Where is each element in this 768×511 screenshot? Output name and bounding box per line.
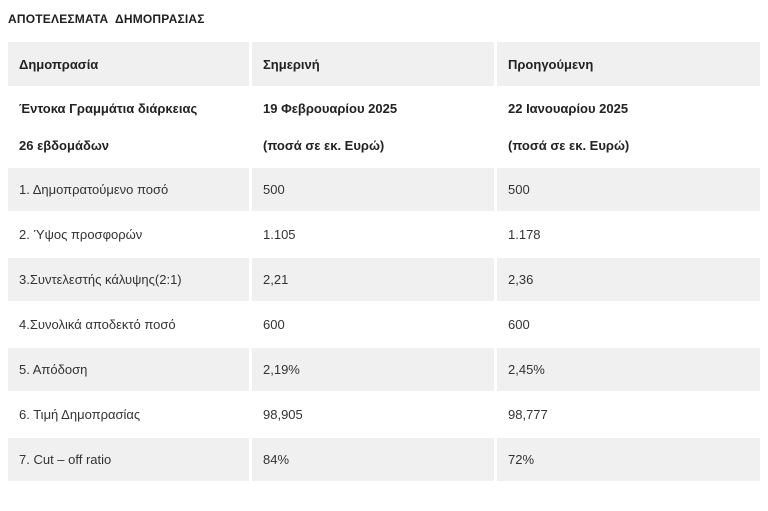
instrument-line1: Έντοκα Γραμμάτια διάρκειας [19, 100, 198, 116]
row-current-value: 98,905 [252, 393, 497, 438]
row-label: 5. Απόδοση [8, 348, 252, 393]
row-current-value: 600 [252, 303, 497, 348]
row-previous-value: 98,777 [497, 393, 760, 438]
row-label: 7. Cut – off ratio [8, 438, 252, 483]
row-current-value: 1.105 [252, 213, 497, 258]
row-label: 3.Συντελεστής κάλυψης(2:1) [8, 258, 252, 303]
table-header-row: Δημοπρασία Σημερινή Προηγούμενη [8, 42, 760, 88]
instrument-line2: 26 εβδομάδων [19, 137, 110, 153]
row-previous-value: 1.178 [497, 213, 760, 258]
subheader-cell-previous-date: 22 Ιανουαρίου 2025 (ποσά σε εκ. Ευρώ) [497, 88, 760, 168]
table-row: 4.Συνολικά αποδεκτό ποσό 600 600 [8, 303, 760, 348]
current-date: 19 Φεβρουαρίου 2025 [263, 100, 398, 116]
table-row: 6. Τιμή Δημοπρασίας 98,905 98,777 [8, 393, 760, 438]
table-row: 2. Ύψος προσφορών 1.105 1.178 [8, 213, 760, 258]
header-cell-auction: Δημοπρασία [8, 42, 252, 88]
row-previous-value: 72% [497, 438, 760, 483]
row-previous-value: 2,36 [497, 258, 760, 303]
table-row: 1. Δημοπρατούμενο ποσό 500 500 [8, 168, 760, 213]
table-row: 7. Cut – off ratio 84% 72% [8, 438, 760, 483]
subheader-cell-current-date: 19 Φεβρουαρίου 2025 (ποσά σε εκ. Ευρώ) [252, 88, 497, 168]
previous-unit: (ποσά σε εκ. Ευρώ) [508, 137, 630, 153]
previous-date: 22 Ιανουαρίου 2025 [508, 100, 629, 116]
table-subheader-row: Έντοκα Γραμμάτια διάρκειας 26 εβδομάδων … [8, 88, 760, 168]
row-label: 6. Τιμή Δημοπρασίας [8, 393, 252, 438]
row-label: 1. Δημοπρατούμενο ποσό [8, 168, 252, 213]
row-label: 2. Ύψος προσφορών [8, 213, 252, 258]
row-current-value: 2,21 [252, 258, 497, 303]
auction-results-table: Δημοπρασία Σημερινή Προηγούμενη Έντοκα Γ… [8, 42, 760, 483]
subheader-cell-instrument: Έντοκα Γραμμάτια διάρκειας 26 εβδομάδων [8, 88, 252, 168]
row-current-value: 2,19% [252, 348, 497, 393]
row-current-value: 84% [252, 438, 497, 483]
row-previous-value: 600 [497, 303, 760, 348]
row-current-value: 500 [252, 168, 497, 213]
row-previous-value: 2,45% [497, 348, 760, 393]
header-cell-previous: Προηγούμενη [497, 42, 760, 88]
page-title: ΑΠΟΤΕΛΕΣΜΑΤΑ ΔΗΜΟΠΡΑΣΙΑΣ [8, 12, 205, 26]
table-row: 3.Συντελεστής κάλυψης(2:1) 2,21 2,36 [8, 258, 760, 303]
row-previous-value: 500 [497, 168, 760, 213]
table-row: 5. Απόδοση 2,19% 2,45% [8, 348, 760, 393]
current-unit: (ποσά σε εκ. Ευρώ) [263, 137, 385, 153]
header-cell-current: Σημερινή [252, 42, 497, 88]
row-label: 4.Συνολικά αποδεκτό ποσό [8, 303, 252, 348]
